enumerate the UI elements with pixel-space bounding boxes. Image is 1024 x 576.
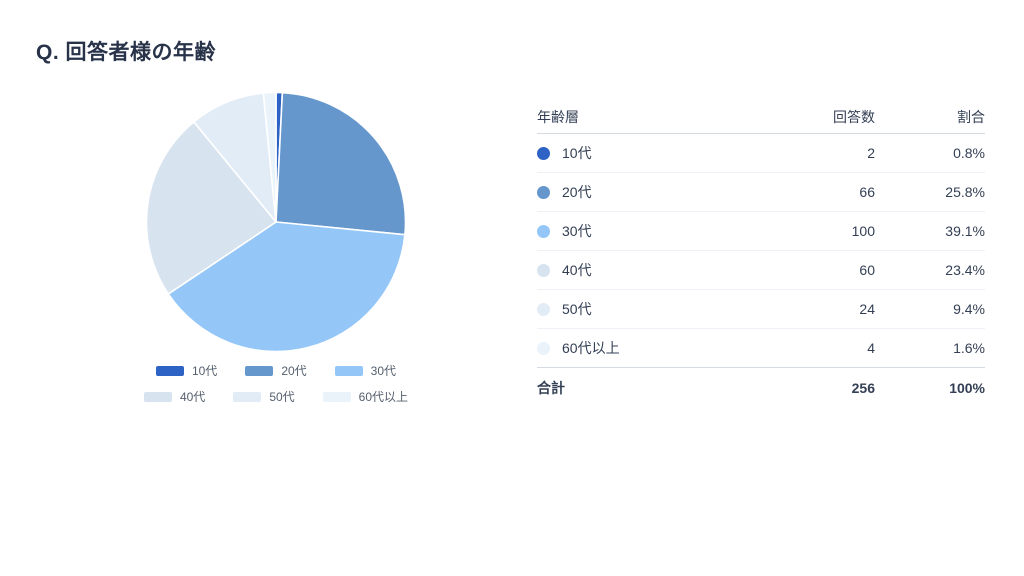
pie-legend: 10代 20代 30代 40代 50代 60代以上 <box>90 362 462 405</box>
row-pct: 0.8% <box>953 145 985 161</box>
row-label: 60代以上 <box>562 340 620 356</box>
table-row: 40代 60 23.4% <box>537 251 985 290</box>
table-row: 20代 66 25.8% <box>537 173 985 212</box>
table-header-row: 年齢層 回答数 割合 <box>537 100 985 134</box>
row-count: 24 <box>859 301 875 317</box>
legend-row: 40代 50代 60代以上 <box>90 388 462 405</box>
header-ratio: 割合 <box>957 108 985 125</box>
row-pct: 25.8% <box>945 184 985 200</box>
legend-swatch-20s <box>245 365 274 376</box>
color-dot-40s <box>537 263 550 277</box>
header-count: 回答数 <box>833 108 875 125</box>
pie-slice-40代 <box>145 121 277 295</box>
color-dot-60s-plus <box>537 341 550 355</box>
total-count: 256 <box>851 379 875 396</box>
table-total-row: 合計 256 100% <box>537 368 985 407</box>
legend-label: 60代以上 <box>358 390 409 404</box>
pie-slice-20代 <box>275 91 407 236</box>
table-row: 50代 24 9.4% <box>537 290 985 329</box>
total-pct: 100% <box>949 379 985 396</box>
table-row: 30代 100 39.1% <box>537 212 985 251</box>
age-table: 年齢層 回答数 割合 10代 2 0.8% 20代 66 25.8% 30代 <box>537 100 985 407</box>
legend-label: 30代 <box>370 364 397 378</box>
legend-label: 10代 <box>191 364 218 378</box>
row-label: 40代 <box>562 262 592 278</box>
legend-label: 20代 <box>281 364 307 378</box>
row-label: 20代 <box>562 184 592 200</box>
legend-item-40s: 40代 <box>143 388 206 405</box>
row-count: 66 <box>859 184 875 200</box>
pie-slice-50代 <box>193 92 277 223</box>
legend-swatch-40s <box>143 391 172 402</box>
pie-slice-30代 <box>167 221 406 353</box>
legend-swatch-60s-plus <box>322 391 351 402</box>
row-pct: 1.6% <box>953 340 985 356</box>
legend-row: 10代 20代 30代 <box>90 362 462 379</box>
pie-chart <box>145 91 407 353</box>
row-count: 4 <box>867 340 875 356</box>
row-pct: 9.4% <box>953 301 985 317</box>
legend-item-20s: 20代 <box>245 362 307 379</box>
row-count: 60 <box>859 262 875 278</box>
total-label: 合計 <box>537 379 565 396</box>
row-label: 10代 <box>562 145 592 161</box>
row-pct: 23.4% <box>945 262 985 278</box>
color-dot-10s <box>537 146 550 160</box>
color-dot-50s <box>537 302 550 316</box>
table-row: 10代 2 0.8% <box>537 134 985 173</box>
row-pct: 39.1% <box>945 223 985 239</box>
color-dot-30s <box>537 224 550 238</box>
legend-item-10s: 10代 <box>155 362 218 379</box>
legend-label: 50代 <box>269 390 295 404</box>
pie-slice-60代以上 <box>262 91 277 223</box>
table-row: 60代以上 4 1.6% <box>537 329 985 368</box>
legend-item-30s: 30代 <box>334 362 397 379</box>
legend-item-50s: 50代 <box>233 388 295 405</box>
row-label: 30代 <box>562 223 592 239</box>
legend-swatch-50s <box>233 391 262 402</box>
page-title: Q. 回答者様の年齢 <box>36 41 217 64</box>
legend-item-60s-plus: 60代以上 <box>322 388 409 405</box>
legend-swatch-10s <box>155 365 184 376</box>
pie-chart-container <box>145 91 407 353</box>
legend-swatch-30s <box>334 365 363 376</box>
color-dot-20s <box>537 185 550 199</box>
row-count: 2 <box>867 145 875 161</box>
row-label: 50代 <box>562 301 592 317</box>
row-count: 100 <box>851 223 875 239</box>
legend-label: 40代 <box>179 390 206 404</box>
header-age-group: 年齢層 <box>537 108 579 125</box>
